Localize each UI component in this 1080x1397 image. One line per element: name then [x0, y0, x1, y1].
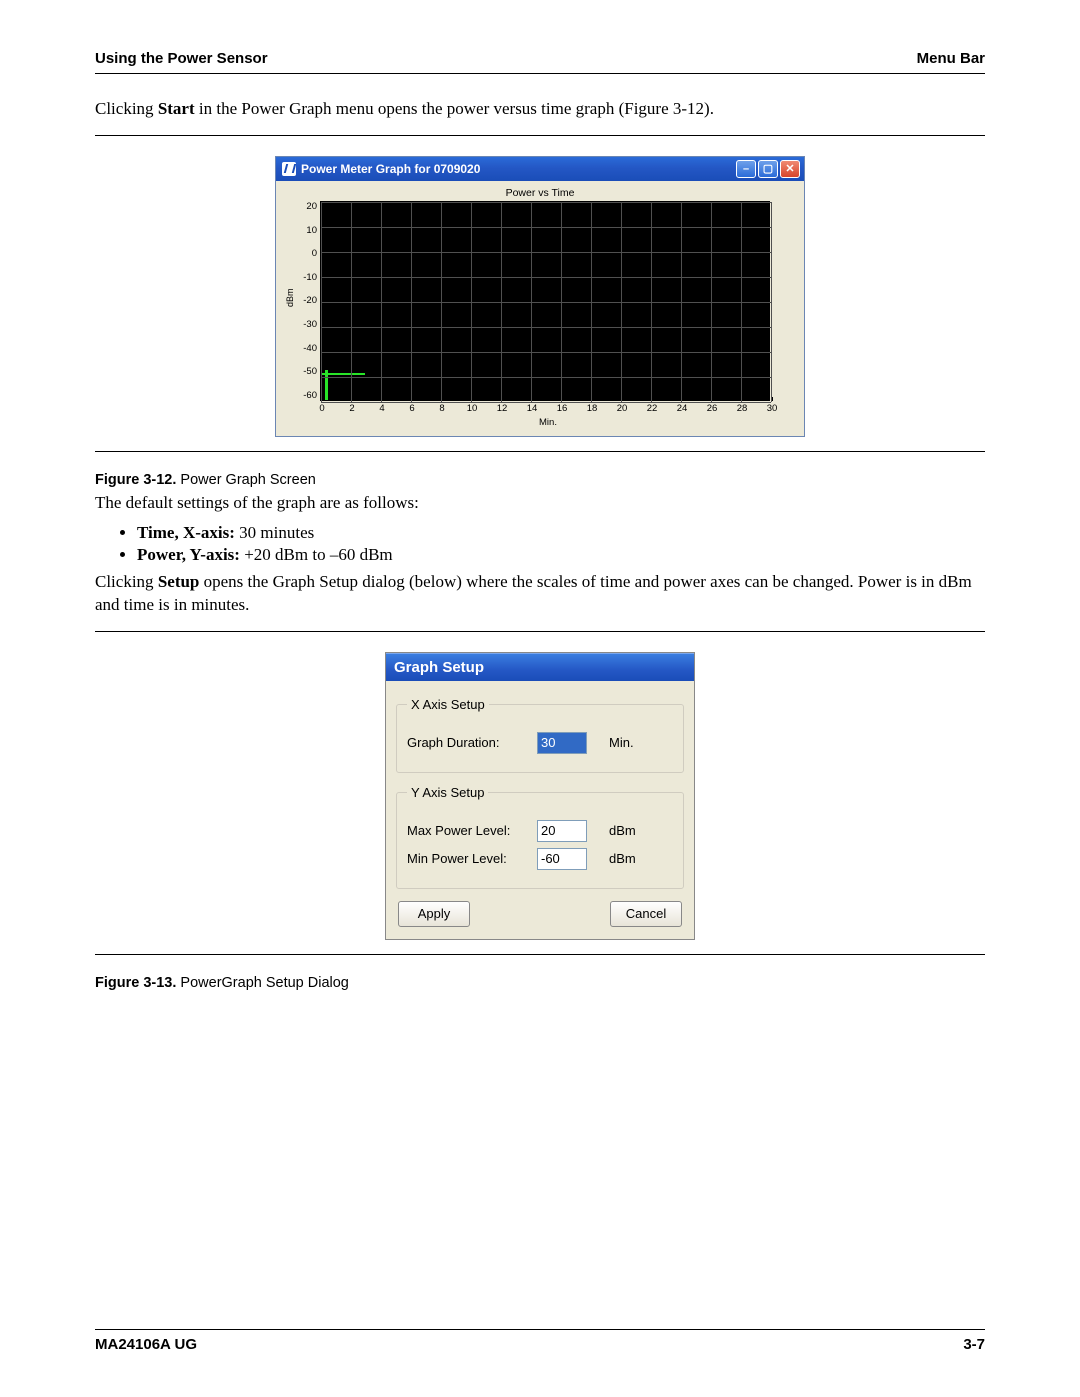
apply-button[interactable]: Apply [398, 901, 470, 927]
footer-left: MA24106A UG [95, 1336, 197, 1353]
footer-right: 3-7 [963, 1336, 985, 1353]
window-title: Power Meter Graph for 0709020 [301, 162, 480, 176]
max-power-label: Max Power Level: [407, 823, 537, 838]
y-axis-label: dBm [285, 295, 295, 307]
minimize-icon[interactable]: – [736, 160, 756, 178]
divider [95, 954, 985, 955]
dialog-title: Graph Setup [394, 659, 484, 676]
graph-duration-unit: Min. [609, 735, 634, 750]
max-power-input[interactable] [537, 820, 587, 842]
cancel-button[interactable]: Cancel [610, 901, 682, 927]
x-axis-ticks: 024681012141618202224262830 [322, 401, 774, 419]
y-axis-legend: Y Axis Setup [407, 785, 488, 800]
graph-window: Power Meter Graph for 0709020 – ▢ ✕ Powe… [275, 156, 805, 437]
x-axis-group: X Axis Setup Graph Duration: Min. [396, 697, 684, 773]
y-axis-group: Y Axis Setup Max Power Level: dBm Min Po… [396, 785, 684, 889]
max-power-unit: dBm [609, 823, 636, 838]
header-right: Menu Bar [917, 50, 985, 67]
graph-setup-dialog: Graph Setup X Axis Setup Graph Duration:… [385, 652, 695, 940]
chart-trace-spike [325, 370, 328, 400]
setup-paragraph: Clicking Setup opens the Graph Setup dia… [95, 571, 985, 617]
dialog-titlebar[interactable]: Graph Setup [386, 653, 694, 681]
y-axis-ticks: 20100-10-20-30-40-50-60 [296, 201, 320, 401]
app-icon [282, 162, 296, 176]
divider [95, 135, 985, 136]
intro-paragraph: Clicking Start in the Power Graph menu o… [95, 98, 985, 121]
page-header: Using the Power Sensor Menu Bar [95, 50, 985, 74]
divider [95, 631, 985, 632]
window-titlebar[interactable]: Power Meter Graph for 0709020 – ▢ ✕ [276, 157, 804, 181]
graph-duration-input[interactable] [537, 732, 587, 754]
min-power-label: Min Power Level: [407, 851, 537, 866]
close-icon[interactable]: ✕ [780, 160, 800, 178]
x-axis-legend: X Axis Setup [407, 697, 489, 712]
divider [95, 451, 985, 452]
figure-caption-2: Figure 3-13. PowerGraph Setup Dialog [95, 975, 985, 991]
defaults-intro: The default settings of the graph are as… [95, 492, 985, 515]
min-power-unit: dBm [609, 851, 636, 866]
min-power-input[interactable] [537, 848, 587, 870]
defaults-list: Time, X-axis: 30 minutes Power, Y-axis: … [95, 523, 985, 565]
list-item: Time, X-axis: 30 minutes [137, 523, 985, 543]
page-footer: MA24106A UG 3-7 [95, 1329, 985, 1353]
maximize-icon[interactable]: ▢ [758, 160, 778, 178]
header-left: Using the Power Sensor [95, 50, 268, 67]
graph-duration-label: Graph Duration: [407, 735, 537, 750]
figure-caption-1: Figure 3-12. Power Graph Screen [95, 472, 985, 488]
list-item: Power, Y-axis: +20 dBm to –60 dBm [137, 545, 985, 565]
chart-plot-area [320, 201, 770, 401]
chart-title: Power vs Time [284, 187, 796, 199]
